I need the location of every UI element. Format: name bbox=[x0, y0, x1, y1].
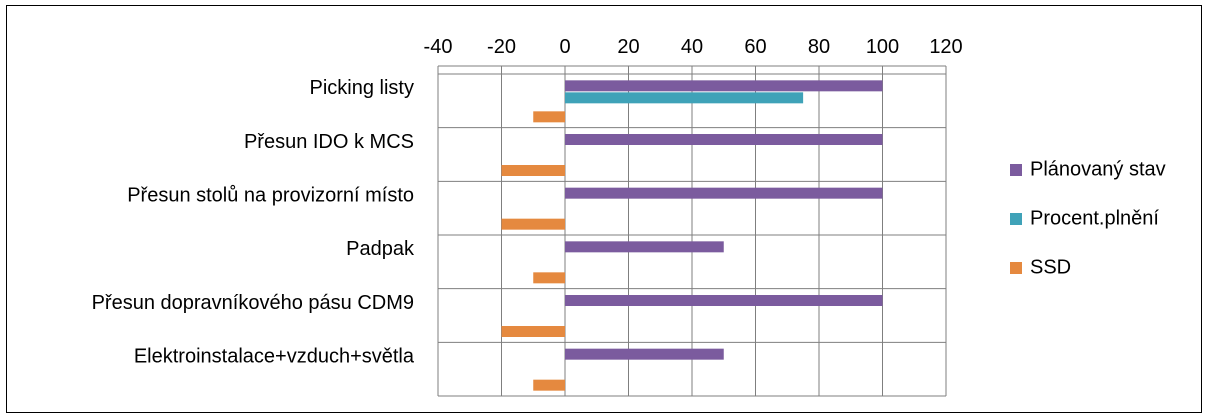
category-label: Picking listy bbox=[310, 77, 414, 99]
x-tick-label: 20 bbox=[617, 36, 639, 58]
category-label: Elektroinstalace+vzduch+světla bbox=[134, 345, 415, 367]
bar-ssd bbox=[501, 326, 565, 337]
category-label: Přesun stolů na provizorní místo bbox=[127, 184, 414, 206]
bar-ssd bbox=[501, 218, 565, 230]
x-tick-label: 40 bbox=[681, 36, 703, 58]
bar-ssd bbox=[533, 379, 565, 391]
legend-swatch bbox=[1010, 164, 1022, 176]
legend-swatch bbox=[1010, 262, 1022, 274]
bar-pl-novan-stav bbox=[565, 134, 883, 145]
category-label: Padpak bbox=[346, 238, 415, 260]
bar-pl-novan-stav bbox=[565, 187, 883, 199]
bar-pl-novan-stav bbox=[565, 348, 724, 360]
category-label: Přesun dopravníkového pásu CDM9 bbox=[92, 292, 414, 314]
x-tick-label: -40 bbox=[424, 36, 453, 58]
bar-ssd bbox=[501, 165, 565, 176]
legend-label: SSD bbox=[1030, 256, 1071, 278]
x-tick-label: 100 bbox=[866, 36, 899, 58]
legend-swatch bbox=[1010, 213, 1022, 225]
x-tick-label: 80 bbox=[808, 36, 830, 58]
x-tick-label: 60 bbox=[744, 36, 766, 58]
x-tick-label: 0 bbox=[559, 36, 570, 58]
bar-ssd bbox=[533, 272, 565, 284]
chart-frame bbox=[6, 5, 1202, 413]
bar-pl-novan-stav bbox=[565, 80, 883, 92]
bar-pl-novan-stav bbox=[565, 295, 883, 306]
x-tick-label: -20 bbox=[487, 36, 516, 58]
bar-pl-novan-stav bbox=[565, 241, 724, 253]
bar-ssd bbox=[533, 111, 565, 123]
x-tick-label: 120 bbox=[929, 36, 962, 58]
legend-label: Procent.plnění bbox=[1030, 207, 1159, 229]
bar-procent-pln-n- bbox=[565, 92, 804, 104]
category-label: Přesun IDO k MCS bbox=[244, 131, 414, 153]
legend-label: Plánovaný stav bbox=[1030, 158, 1166, 180]
